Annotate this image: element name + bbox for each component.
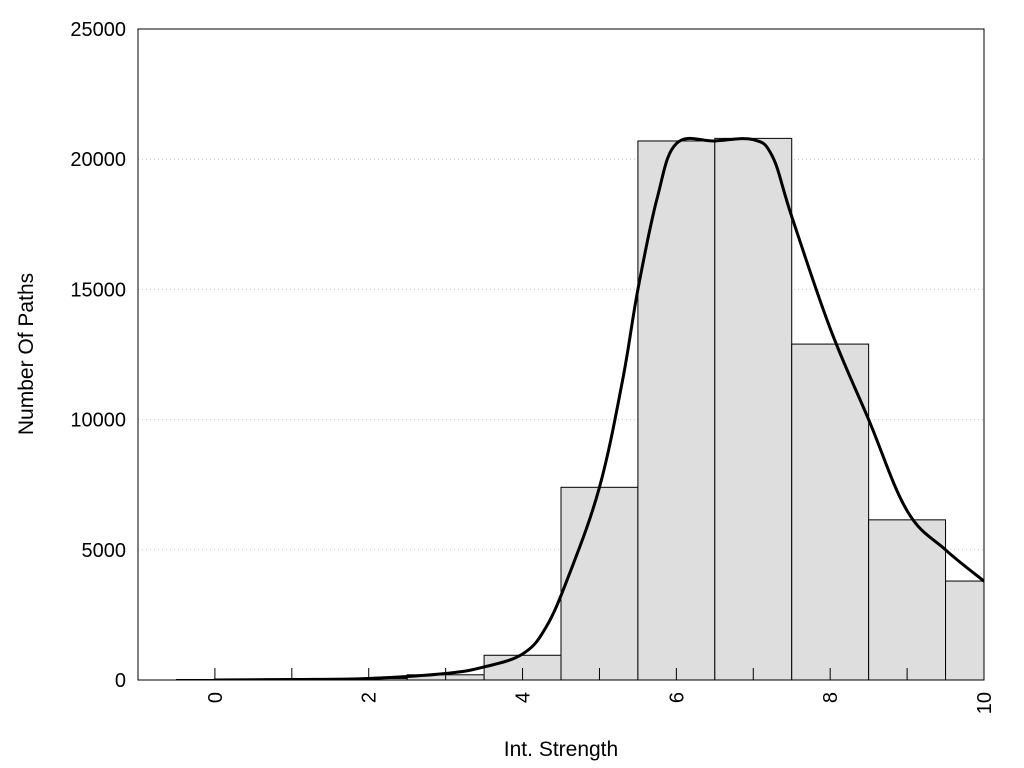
histogram-bar: [868, 519, 947, 680]
tick-layer: [214, 668, 985, 680]
y-tick-labels: 0 5000 10000 15000 20000 25000: [70, 19, 126, 692]
x-tick-label: 8: [820, 692, 842, 703]
x-axis-label: Int. Strength: [504, 738, 618, 761]
plot-frame: [137, 28, 985, 681]
bar-layer: [175, 137, 984, 680]
y-axis-label: Number Of Paths: [15, 273, 38, 435]
x-tick-label: 2: [359, 692, 381, 703]
histogram-bar: [791, 343, 870, 680]
x-tick-label: 10: [974, 692, 996, 714]
histogram-bar: [945, 580, 984, 680]
y-tick-label: 10000: [70, 410, 126, 432]
curve-layer: [213, 136, 984, 680]
x-tick-label: 4: [513, 692, 535, 703]
y-tick-label: 15000: [70, 279, 126, 301]
y-tick-label: 5000: [82, 540, 127, 562]
y-tick-label: 20000: [70, 149, 126, 171]
histogram-bar: [560, 486, 639, 680]
histogram-bar: [637, 140, 716, 680]
density-curve: [213, 136, 984, 680]
x-tick-labels: 0 2 4 6 8 10: [205, 692, 996, 714]
x-tick-label: 6: [666, 692, 688, 703]
y-tick-label: 0: [115, 670, 126, 692]
y-tick-label: 25000: [70, 19, 126, 41]
histogram-bar: [714, 137, 793, 680]
x-tick-label: 0: [205, 692, 227, 703]
